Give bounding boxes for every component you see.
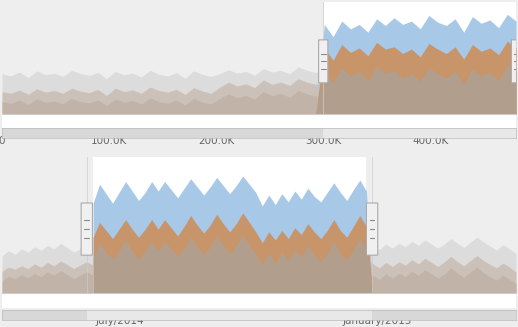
FancyBboxPatch shape [319, 40, 328, 83]
FancyBboxPatch shape [81, 203, 93, 255]
FancyBboxPatch shape [366, 203, 378, 255]
FancyBboxPatch shape [511, 40, 518, 83]
